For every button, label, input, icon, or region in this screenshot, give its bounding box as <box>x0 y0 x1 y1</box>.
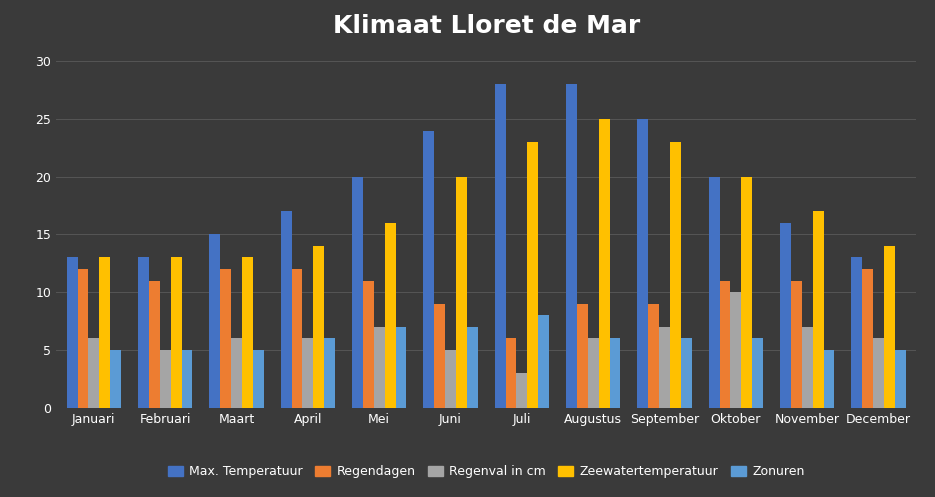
Legend: Max. Temperatuur, Regendagen, Regenval in cm, Zeewatertemperatuur, Zonuren: Max. Temperatuur, Regendagen, Regenval i… <box>163 460 810 483</box>
Bar <box>110 350 122 408</box>
Bar <box>884 246 895 408</box>
Bar <box>851 257 862 408</box>
Bar <box>753 338 763 408</box>
Bar <box>302 338 313 408</box>
Bar <box>66 257 78 408</box>
Bar <box>610 338 621 408</box>
Bar <box>374 327 384 408</box>
Bar <box>824 350 834 408</box>
Bar <box>352 176 363 408</box>
Bar <box>99 257 110 408</box>
Bar <box>659 327 670 408</box>
Bar <box>539 315 549 408</box>
Bar <box>670 142 681 408</box>
Bar <box>424 131 434 408</box>
Bar <box>384 223 396 408</box>
Bar <box>252 350 264 408</box>
Bar <box>577 304 588 408</box>
Bar <box>720 281 730 408</box>
Bar <box>280 211 292 408</box>
Bar <box>506 338 516 408</box>
Bar <box>873 338 884 408</box>
Bar <box>588 338 598 408</box>
Bar <box>434 304 445 408</box>
Bar <box>681 338 692 408</box>
Bar <box>324 338 335 408</box>
Bar <box>730 292 741 408</box>
Bar <box>495 84 506 408</box>
Bar <box>895 350 906 408</box>
Bar <box>89 338 99 408</box>
Bar <box>862 269 873 408</box>
Bar <box>242 257 252 408</box>
Bar <box>648 304 659 408</box>
Bar <box>138 257 149 408</box>
Bar <box>456 176 467 408</box>
Title: Klimaat Lloret de Mar: Klimaat Lloret de Mar <box>333 14 640 38</box>
Bar <box>209 235 220 408</box>
Bar <box>313 246 324 408</box>
Bar <box>149 281 160 408</box>
Bar <box>220 269 231 408</box>
Bar <box>566 84 577 408</box>
Bar <box>791 281 801 408</box>
Bar <box>160 350 171 408</box>
Bar <box>527 142 539 408</box>
Bar <box>231 338 242 408</box>
Bar <box>171 257 181 408</box>
Bar <box>396 327 407 408</box>
Bar <box>598 119 610 408</box>
Bar <box>292 269 302 408</box>
Bar <box>801 327 813 408</box>
Bar <box>363 281 374 408</box>
Bar <box>638 119 648 408</box>
Bar <box>181 350 193 408</box>
Bar <box>78 269 89 408</box>
Bar <box>813 211 824 408</box>
Bar <box>516 373 527 408</box>
Bar <box>741 176 753 408</box>
Bar <box>709 176 720 408</box>
Bar <box>780 223 791 408</box>
Bar <box>445 350 456 408</box>
Bar <box>467 327 478 408</box>
